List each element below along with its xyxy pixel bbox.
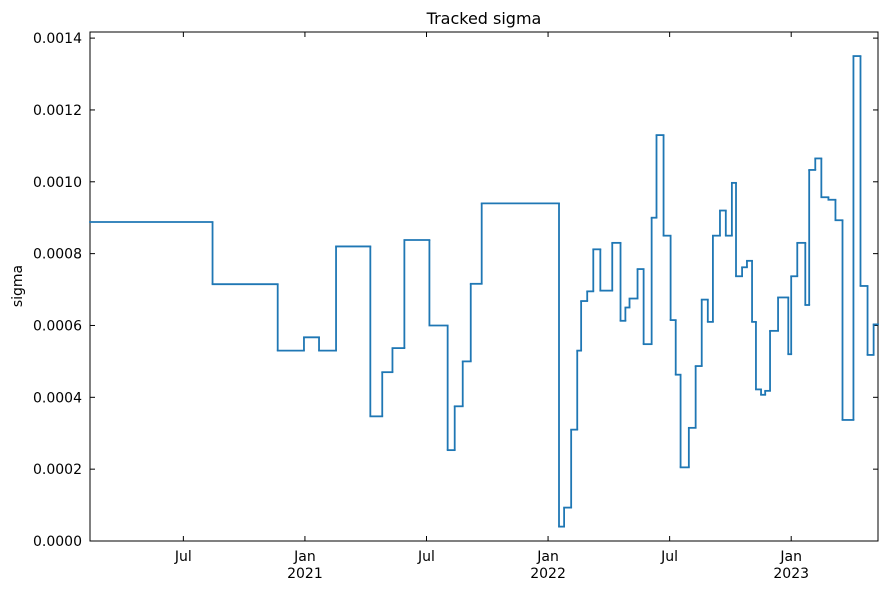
axes-frame (89, 31, 879, 542)
x-tick-label: Jan 2021 (287, 549, 323, 582)
y-tick-label: 0.0010 (33, 175, 82, 191)
y-tick-label: 0.0012 (33, 103, 82, 119)
y-axis-label: sigma (10, 265, 26, 307)
x-tick-label: Jul (417, 549, 435, 565)
y-tick-label: 0.0014 (33, 31, 82, 47)
chart-title: Tracked sigma (426, 9, 542, 28)
x-tick-label: Jul (660, 549, 678, 565)
x-tick-label: Jan 2023 (773, 549, 809, 582)
y-tick-label: 0.0008 (33, 247, 82, 263)
x-tick-label: Jul (174, 549, 192, 565)
y-tick-label: 0.0002 (33, 462, 82, 478)
x-tick-label: Jan 2022 (530, 549, 566, 582)
y-tick-label: 0.0006 (33, 318, 82, 334)
y-tick-label: 0.0000 (33, 534, 82, 550)
y-tick-label: 0.0004 (33, 390, 82, 406)
